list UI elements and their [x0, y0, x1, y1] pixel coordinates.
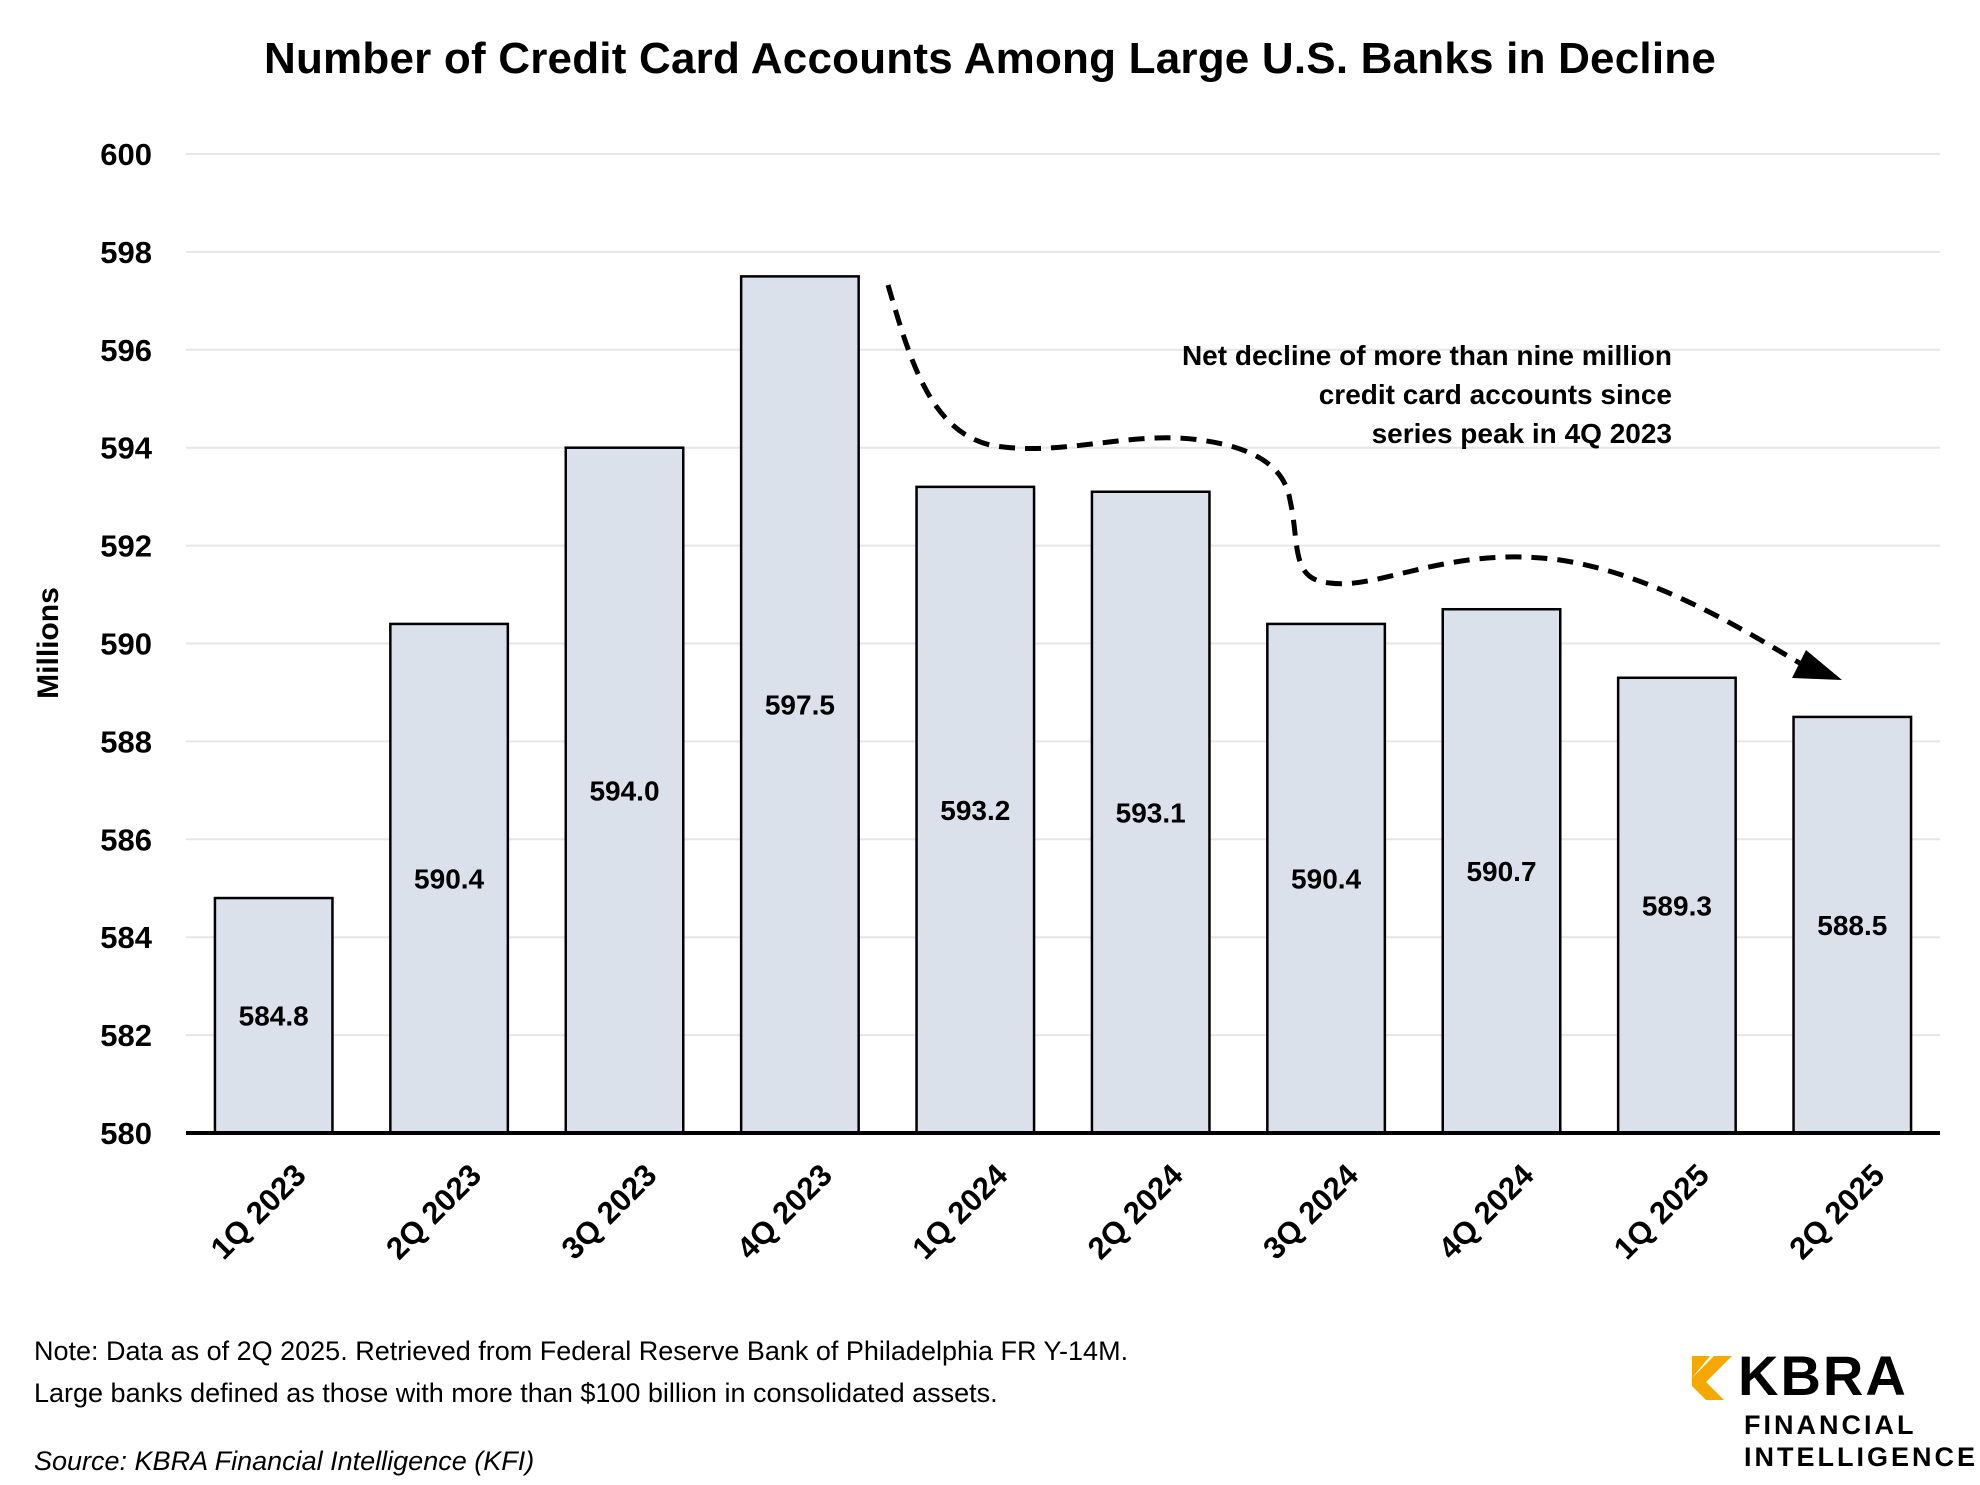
x-tick-label: 2Q 2024 [1081, 1157, 1190, 1266]
bar-value-label: 590.4 [1291, 863, 1361, 894]
annotation-line: credit card accounts since [1318, 379, 1672, 410]
x-tick-label: 3Q 2024 [1256, 1157, 1365, 1266]
source-citation: Source: KBRA Financial Intelligence (KFI… [34, 1446, 535, 1476]
x-tick-label: 4Q 2024 [1432, 1157, 1541, 1266]
chart-title: Number of Credit Card Accounts Among Lar… [264, 34, 1716, 83]
trend-arrow-head [1792, 650, 1842, 680]
x-tick-label: 3Q 2023 [555, 1157, 664, 1266]
kbra-logo: KBRA FINANCIAL INTELLIGENCE [1692, 1346, 1975, 1480]
x-tick-label: 1Q 2024 [905, 1157, 1014, 1266]
x-tick-label: 2Q 2025 [1782, 1157, 1891, 1266]
bar-value-label: 597.5 [765, 690, 835, 721]
y-axis-ticks: 580 582 584 586 588 590 592 594 596 598 600 [100, 137, 152, 1151]
y-tick-label: 600 [100, 137, 152, 172]
bars [213, 275, 1913, 1135]
bar-value-label: 590.4 [414, 863, 484, 894]
note-line: Large banks defined as those with more t… [34, 1378, 998, 1408]
bar-value-label: 593.1 [1116, 797, 1186, 828]
logo-brand-text: KBRA [1738, 1344, 1908, 1407]
y-tick-label: 598 [100, 235, 152, 270]
bar [389, 622, 510, 1135]
bar-value-label: 593.2 [940, 795, 1010, 826]
logo-line-intelligence: INTELLIGENCE [1744, 1442, 1979, 1472]
bar [1266, 622, 1387, 1135]
bar-value-label: 594.0 [589, 775, 659, 806]
annotation-line: series peak in 4Q 2023 [1371, 418, 1672, 449]
bar-value-label: 588.5 [1817, 910, 1887, 941]
x-axis-ticks: 1Q 2023 2Q 2023 3Q 2023 4Q 2023 1Q 2024 2Q 20… [204, 1157, 1891, 1266]
y-tick-label: 582 [100, 1018, 152, 1053]
bar-value-label: 584.8 [239, 1001, 309, 1032]
bar [564, 446, 685, 1135]
decline-annotation: Net decline of more than nine million cr… [1182, 336, 1672, 453]
bar [213, 896, 334, 1135]
note-line: Note: Data as of 2Q 2025. Retrieved from… [34, 1336, 1129, 1366]
y-tick-label: 592 [100, 529, 152, 564]
y-tick-label: 584 [100, 920, 152, 955]
y-tick-label: 590 [100, 627, 152, 662]
bar-value-label: 590.7 [1466, 856, 1536, 887]
bar [1616, 676, 1737, 1135]
bar [915, 485, 1036, 1135]
trend-arrow-curve [885, 284, 1810, 671]
x-tick-label: 4Q 2023 [730, 1157, 839, 1266]
logo-line-financial: FINANCIAL [1744, 1410, 1917, 1440]
bar [1792, 715, 1913, 1135]
y-tick-label: 594 [100, 431, 152, 466]
y-axis-title: Millions [32, 587, 65, 699]
y-tick-label: 586 [100, 822, 152, 857]
y-tick-label: 596 [100, 333, 152, 368]
y-tick-label: 580 [100, 1116, 152, 1151]
bar-value-labels: 584.8 590.4 594.0 597.5 593.2 593.1 590.4 590.7… [239, 690, 1888, 1032]
bar-value-label: 589.3 [1642, 890, 1712, 921]
footer-note: Note: Data as of 2Q 2025. Retrieved from… [34, 1330, 1128, 1414]
y-tick-label: 588 [100, 724, 152, 759]
x-tick-label: 2Q 2023 [379, 1157, 488, 1266]
x-tick-label: 1Q 2023 [204, 1157, 313, 1266]
bar [1441, 607, 1562, 1135]
annotation-line: Net decline of more than nine million [1181, 340, 1672, 371]
x-tick-label: 1Q 2025 [1607, 1157, 1716, 1266]
kbra-logo-mark-icon [1692, 1356, 1732, 1400]
